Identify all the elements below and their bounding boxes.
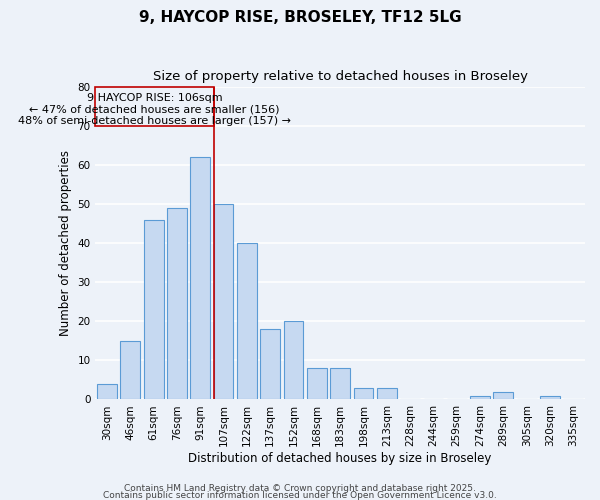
X-axis label: Distribution of detached houses by size in Broseley: Distribution of detached houses by size …: [188, 452, 492, 465]
Bar: [330, 368, 350, 400]
Bar: [470, 396, 490, 400]
Text: Contains public sector information licensed under the Open Government Licence v3: Contains public sector information licen…: [103, 491, 497, 500]
Y-axis label: Number of detached properties: Number of detached properties: [59, 150, 72, 336]
Bar: [167, 208, 187, 400]
Text: ← 47% of detached houses are smaller (156): ← 47% of detached houses are smaller (15…: [29, 104, 280, 115]
Text: 48% of semi-detached houses are larger (157) →: 48% of semi-detached houses are larger (…: [18, 116, 291, 126]
Bar: [97, 384, 117, 400]
Bar: [540, 396, 560, 400]
Bar: [237, 243, 257, 400]
Bar: [143, 220, 164, 400]
Bar: [190, 158, 210, 400]
Bar: [493, 392, 513, 400]
Text: 9, HAYCOP RISE, BROSELEY, TF12 5LG: 9, HAYCOP RISE, BROSELEY, TF12 5LG: [139, 10, 461, 25]
Bar: [377, 388, 397, 400]
Text: Contains HM Land Registry data © Crown copyright and database right 2025.: Contains HM Land Registry data © Crown c…: [124, 484, 476, 493]
Bar: [214, 204, 233, 400]
Bar: [284, 322, 304, 400]
Title: Size of property relative to detached houses in Broseley: Size of property relative to detached ho…: [152, 70, 527, 83]
Bar: [307, 368, 327, 400]
Bar: [260, 329, 280, 400]
Text: 9 HAYCOP RISE: 106sqm: 9 HAYCOP RISE: 106sqm: [86, 93, 222, 103]
Bar: [121, 341, 140, 400]
FancyBboxPatch shape: [95, 87, 214, 126]
Bar: [353, 388, 373, 400]
